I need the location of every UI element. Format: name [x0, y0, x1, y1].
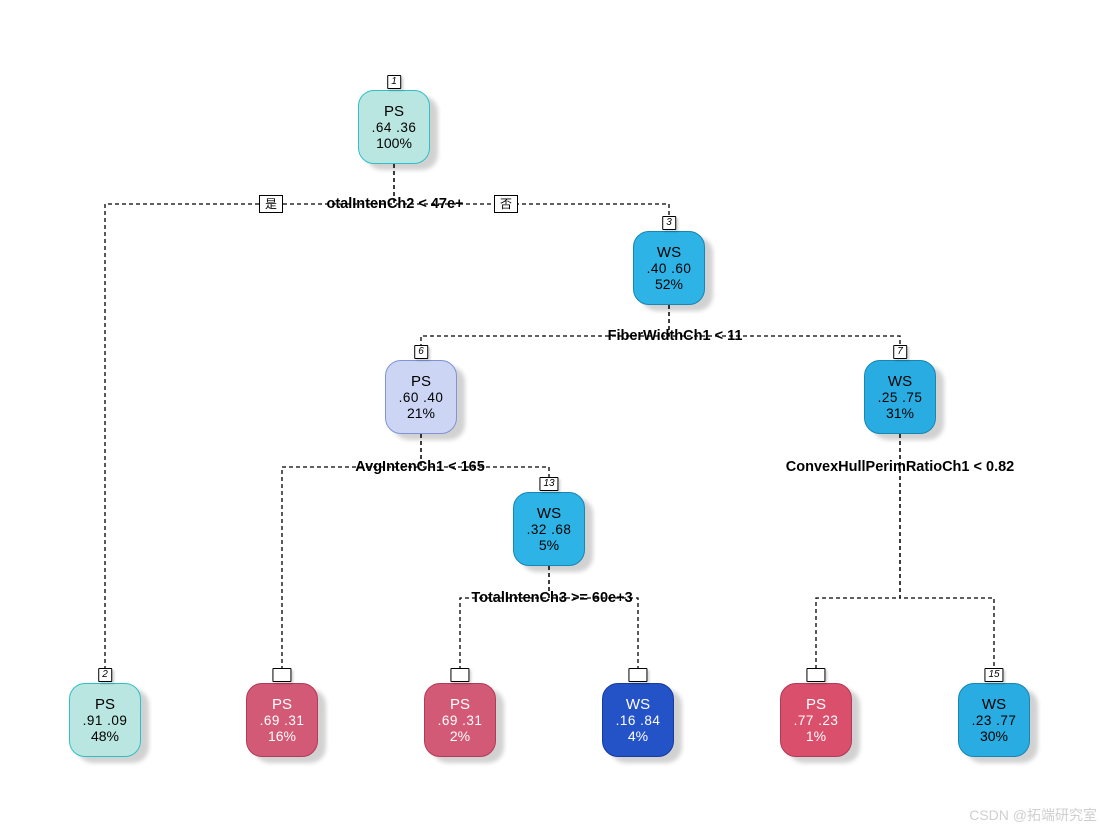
branch-yes-label: 是 — [259, 195, 283, 213]
split-condition: FiberWidthCh1 < 11 — [608, 328, 743, 344]
node-percent: 2% — [450, 728, 470, 744]
node-id-tag: 6 — [414, 345, 428, 359]
node-percent: 5% — [539, 537, 559, 553]
tree-diagram: otalIntenCh2 < 47e+ 是 否 FiberWidthCh1 < 11 A… — [0, 0, 1113, 835]
tree-node: 27WS.16 .844% — [602, 683, 674, 757]
tree-node: 2PS.91 .0948% — [69, 683, 141, 757]
node-percent: 100% — [376, 135, 412, 151]
split-condition: otalIntenCh2 < 47e+ — [327, 196, 464, 212]
node-percent: 16% — [268, 728, 296, 744]
tree-node: 3WS.40 .6052% — [633, 231, 705, 305]
watermark: CSDN @拓端研究室 — [969, 805, 1097, 825]
node-percent: 31% — [886, 405, 914, 421]
split-condition: AvgIntenCh1 < 165 — [355, 459, 485, 475]
node-id-tag: 7 — [893, 345, 907, 359]
node-percent: 1% — [806, 728, 826, 744]
node-class-label: PS — [384, 103, 404, 120]
node-id-tag: 26 — [450, 668, 469, 682]
tree-node: 14PS.77 .231% — [780, 683, 852, 757]
tree-edge — [460, 566, 549, 669]
tree-node: 7WS.25 .7531% — [864, 360, 936, 434]
node-percent: 48% — [91, 728, 119, 744]
node-class-label: WS — [537, 505, 561, 522]
node-probabilities: .64 .36 — [372, 120, 417, 136]
node-id-tag: 14 — [806, 668, 825, 682]
node-class-label: WS — [657, 244, 681, 261]
node-class-label: PS — [806, 696, 826, 713]
node-id-tag: 27 — [628, 668, 647, 682]
node-probabilities: .23 .77 — [972, 713, 1017, 729]
tree-edge — [549, 566, 638, 669]
tree-edge — [105, 164, 394, 669]
tree-node: 15WS.23 .7730% — [958, 683, 1030, 757]
split-condition: TotalIntenCh3 >= 60e+3 — [471, 590, 632, 606]
node-id-tag: 12 — [272, 668, 291, 682]
node-id-tag: 13 — [539, 477, 558, 491]
node-id-tag: 1 — [387, 75, 401, 89]
node-class-label: WS — [626, 696, 650, 713]
node-id-tag: 2 — [98, 668, 112, 682]
node-class-label: PS — [411, 373, 431, 390]
node-probabilities: .16 .84 — [616, 713, 661, 729]
tree-node: 12PS.69 .3116% — [246, 683, 318, 757]
node-probabilities: .77 .23 — [794, 713, 839, 729]
node-probabilities: .25 .75 — [878, 390, 923, 406]
tree-node: 6PS.60 .4021% — [385, 360, 457, 434]
node-probabilities: .69 .31 — [438, 713, 483, 729]
edge-layer — [0, 0, 1113, 835]
split-condition: ConvexHullPerimRatioCh1 < 0.82 — [786, 459, 1014, 475]
node-probabilities: .69 .31 — [260, 713, 305, 729]
node-class-label: WS — [982, 696, 1006, 713]
node-probabilities: .60 .40 — [399, 390, 444, 406]
tree-node: 26PS.69 .312% — [424, 683, 496, 757]
node-id-tag: 15 — [984, 668, 1003, 682]
node-percent: 52% — [655, 276, 683, 292]
node-class-label: PS — [450, 696, 470, 713]
tree-node: 1PS.64 .36100% — [358, 90, 430, 164]
node-percent: 4% — [628, 728, 648, 744]
node-probabilities: .32 .68 — [527, 522, 572, 538]
node-probabilities: .91 .09 — [83, 713, 128, 729]
node-probabilities: .40 .60 — [647, 261, 692, 277]
node-class-label: PS — [272, 696, 292, 713]
node-percent: 21% — [407, 405, 435, 421]
branch-no-label: 否 — [494, 195, 518, 213]
node-percent: 30% — [980, 728, 1008, 744]
tree-node: 13WS.32 .685% — [513, 492, 585, 566]
node-class-label: WS — [888, 373, 912, 390]
node-id-tag: 3 — [662, 216, 676, 230]
node-class-label: PS — [95, 696, 115, 713]
